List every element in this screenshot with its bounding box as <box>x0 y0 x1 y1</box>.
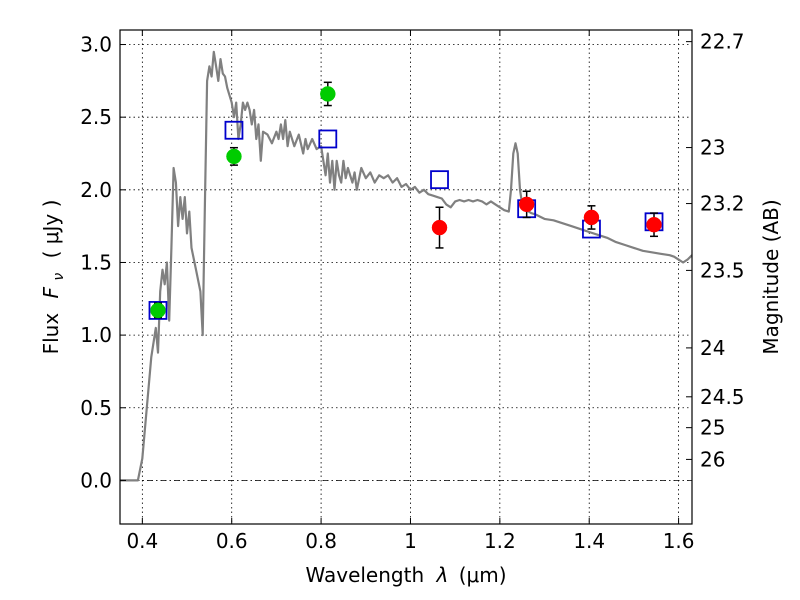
x-tick-label: 0.8 <box>305 529 337 553</box>
y2-tick-label: 24 <box>700 336 725 360</box>
observed-flux-point <box>431 219 448 236</box>
x-tick-label: 1 <box>404 529 417 553</box>
model-photometry-square <box>224 120 244 140</box>
y-tick-label: 1.5 <box>80 250 112 274</box>
model-spectrum-layer <box>120 50 692 482</box>
x-axis-label: Wavelength λ (μm) <box>305 563 506 587</box>
y2-axis-label: Magnitude (AB) <box>759 199 783 354</box>
y-tick-label: 2.0 <box>80 178 112 202</box>
plot-frame <box>119 29 693 525</box>
observed-flux-point <box>518 196 535 213</box>
y2-tick-label: 25 <box>700 416 725 440</box>
x-tick-label: 1.2 <box>484 529 516 553</box>
y-tick-label: 1.0 <box>80 323 112 347</box>
y2-tick-label: 23.2 <box>700 192 745 216</box>
model-photometry-square <box>430 170 449 190</box>
observed-flux-point <box>646 216 662 233</box>
y2-tick-label: 23 <box>700 136 725 160</box>
y-tick-label: 3.0 <box>80 33 112 57</box>
x-tick-label: 0.6 <box>216 529 248 553</box>
observed-flux-point <box>320 86 336 102</box>
grid-layer <box>120 30 692 524</box>
y-tick-label: 2.5 <box>80 105 112 129</box>
x-tick-label: 1.6 <box>663 529 695 553</box>
y-tick-label: 0.0 <box>80 468 112 492</box>
y2-tick-label: 23.5 <box>700 258 745 282</box>
model-spectrum-line <box>120 50 692 482</box>
observed-flux-point <box>150 302 166 319</box>
model-photometry-square <box>318 129 338 149</box>
model-photometry-square <box>148 301 168 320</box>
x-tick-label: 1.4 <box>573 529 605 553</box>
y-tick-label: 0.5 <box>80 396 112 420</box>
observed-flux-point <box>583 209 600 226</box>
y2-tick-label: 22.7 <box>700 30 745 54</box>
y2-tick-label: 26 <box>700 447 725 471</box>
y-axis-label: Flux F ν ( μJy ) <box>39 200 68 355</box>
axes-layer: 0.4 0.6 0.8 1 1.2 1.4 1.6 0.0 0.5 1.0 1.5 2.0 2.5 3.0… <box>80 30 744 553</box>
data-points-layer <box>148 81 664 320</box>
y2-tick-label: 24.5 <box>700 385 745 409</box>
observed-flux-point <box>226 148 242 165</box>
x-tick-label: 0.4 <box>126 529 158 553</box>
